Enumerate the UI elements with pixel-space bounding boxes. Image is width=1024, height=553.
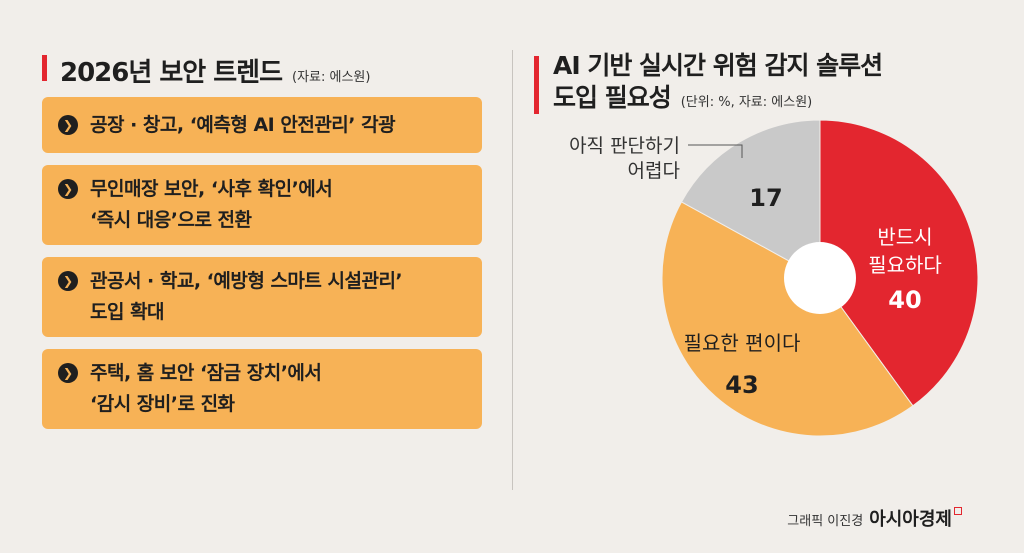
- pie-slice: [661, 201, 914, 437]
- panel-divider: [512, 50, 513, 490]
- brand-mark-icon: [954, 507, 962, 515]
- pie-center-hole: [784, 242, 856, 314]
- chevron-right-icon: ❯: [58, 271, 78, 291]
- trend-item-text: 주택, 홈 보안 ‘잠금 장치’에서 ‘감시 장비’로 진화: [90, 358, 322, 420]
- chevron-right-icon: ❯: [58, 179, 78, 199]
- chart-title-line-2-row: 도입 필요성 (단위: %, 자료: 에스원): [553, 82, 882, 119]
- chart-title-line-1: AI 기반 실시간 위험 감지 솔루션: [553, 51, 883, 80]
- trend-list: ❯ 공장 · 창고, ‘예측형 AI 안전관리’ 각광 ❯ 무인매장 보안, ‘…: [42, 97, 482, 441]
- slice-label: 아직 판단하기: [569, 135, 680, 157]
- left-section-title: 2026년 보안 트렌드 (자료: 에스원): [60, 52, 370, 89]
- credit: 그래픽 이진경 아시아경제: [787, 505, 962, 531]
- chevron-right-icon: ❯: [58, 115, 78, 135]
- trend-item-text: 무인매장 보안, ‘사후 확인’에서 ‘즉시 대응’으로 전환: [90, 174, 333, 236]
- trend-line: ‘감시 장비’로 진화: [90, 393, 235, 415]
- chart-title-line-2: 도입 필요성: [553, 83, 672, 112]
- trend-item-1: ❯ 공장 · 창고, ‘예측형 AI 안전관리’ 각광: [42, 97, 482, 153]
- slice-label: 반드시: [877, 225, 932, 249]
- left-title-bar: [42, 55, 47, 81]
- leader-line: [688, 144, 743, 158]
- trend-line: 주택, 홈 보안 ‘잠금 장치’에서: [90, 362, 322, 384]
- slice-label: 필요하다: [868, 253, 942, 277]
- brand-logo-text: 아시아경제: [869, 509, 952, 530]
- slice-label: 어렵다: [628, 160, 680, 182]
- trend-item-3: ❯ 관공서 · 학교, ‘예방형 스마트 시설관리’ 도입 확대: [42, 257, 482, 337]
- trend-line: ‘즉시 대응’으로 전환: [90, 209, 252, 231]
- trend-item-text: 공장 · 창고, ‘예측형 AI 안전관리’ 각광: [90, 110, 396, 141]
- trend-line: 공장 · 창고, ‘예측형 AI 안전관리’ 각광: [90, 113, 396, 136]
- right-title-bar: [534, 56, 539, 114]
- trend-item-text: 관공서 · 학교, ‘예방형 스마트 시설관리’ 도입 확대: [90, 266, 403, 328]
- slice-value: 40: [888, 286, 921, 314]
- credit-prefix: 그래픽 이진경: [787, 514, 864, 529]
- pie-slice: [680, 119, 821, 279]
- chevron-right-icon: ❯: [58, 363, 78, 383]
- pie-slice: [819, 119, 979, 407]
- trend-item-2: ❯ 무인매장 보안, ‘사후 확인’에서 ‘즉시 대응’으로 전환: [42, 165, 482, 245]
- right-section-title: AI 기반 실시간 위험 감지 솔루션 도입 필요성 (단위: %, 자료: 에…: [553, 50, 883, 119]
- trend-line: 도입 확대: [90, 301, 165, 323]
- trend-item-4: ❯ 주택, 홈 보안 ‘잠금 장치’에서 ‘감시 장비’로 진화: [42, 349, 482, 429]
- trend-title: 2026년 보안 트렌드: [60, 58, 283, 88]
- slice-value: 43: [725, 371, 758, 399]
- trend-line: 무인매장 보안, ‘사후 확인’에서: [90, 178, 333, 200]
- chart-unit-source: (단위: %, 자료: 에스원): [680, 95, 813, 110]
- slice-value: 17: [749, 184, 782, 212]
- slice-label: 필요한 편이다: [684, 331, 801, 355]
- trend-line: 관공서 · 학교, ‘예방형 스마트 시설관리’: [90, 270, 403, 292]
- trend-source: (자료: 에스원): [292, 70, 371, 85]
